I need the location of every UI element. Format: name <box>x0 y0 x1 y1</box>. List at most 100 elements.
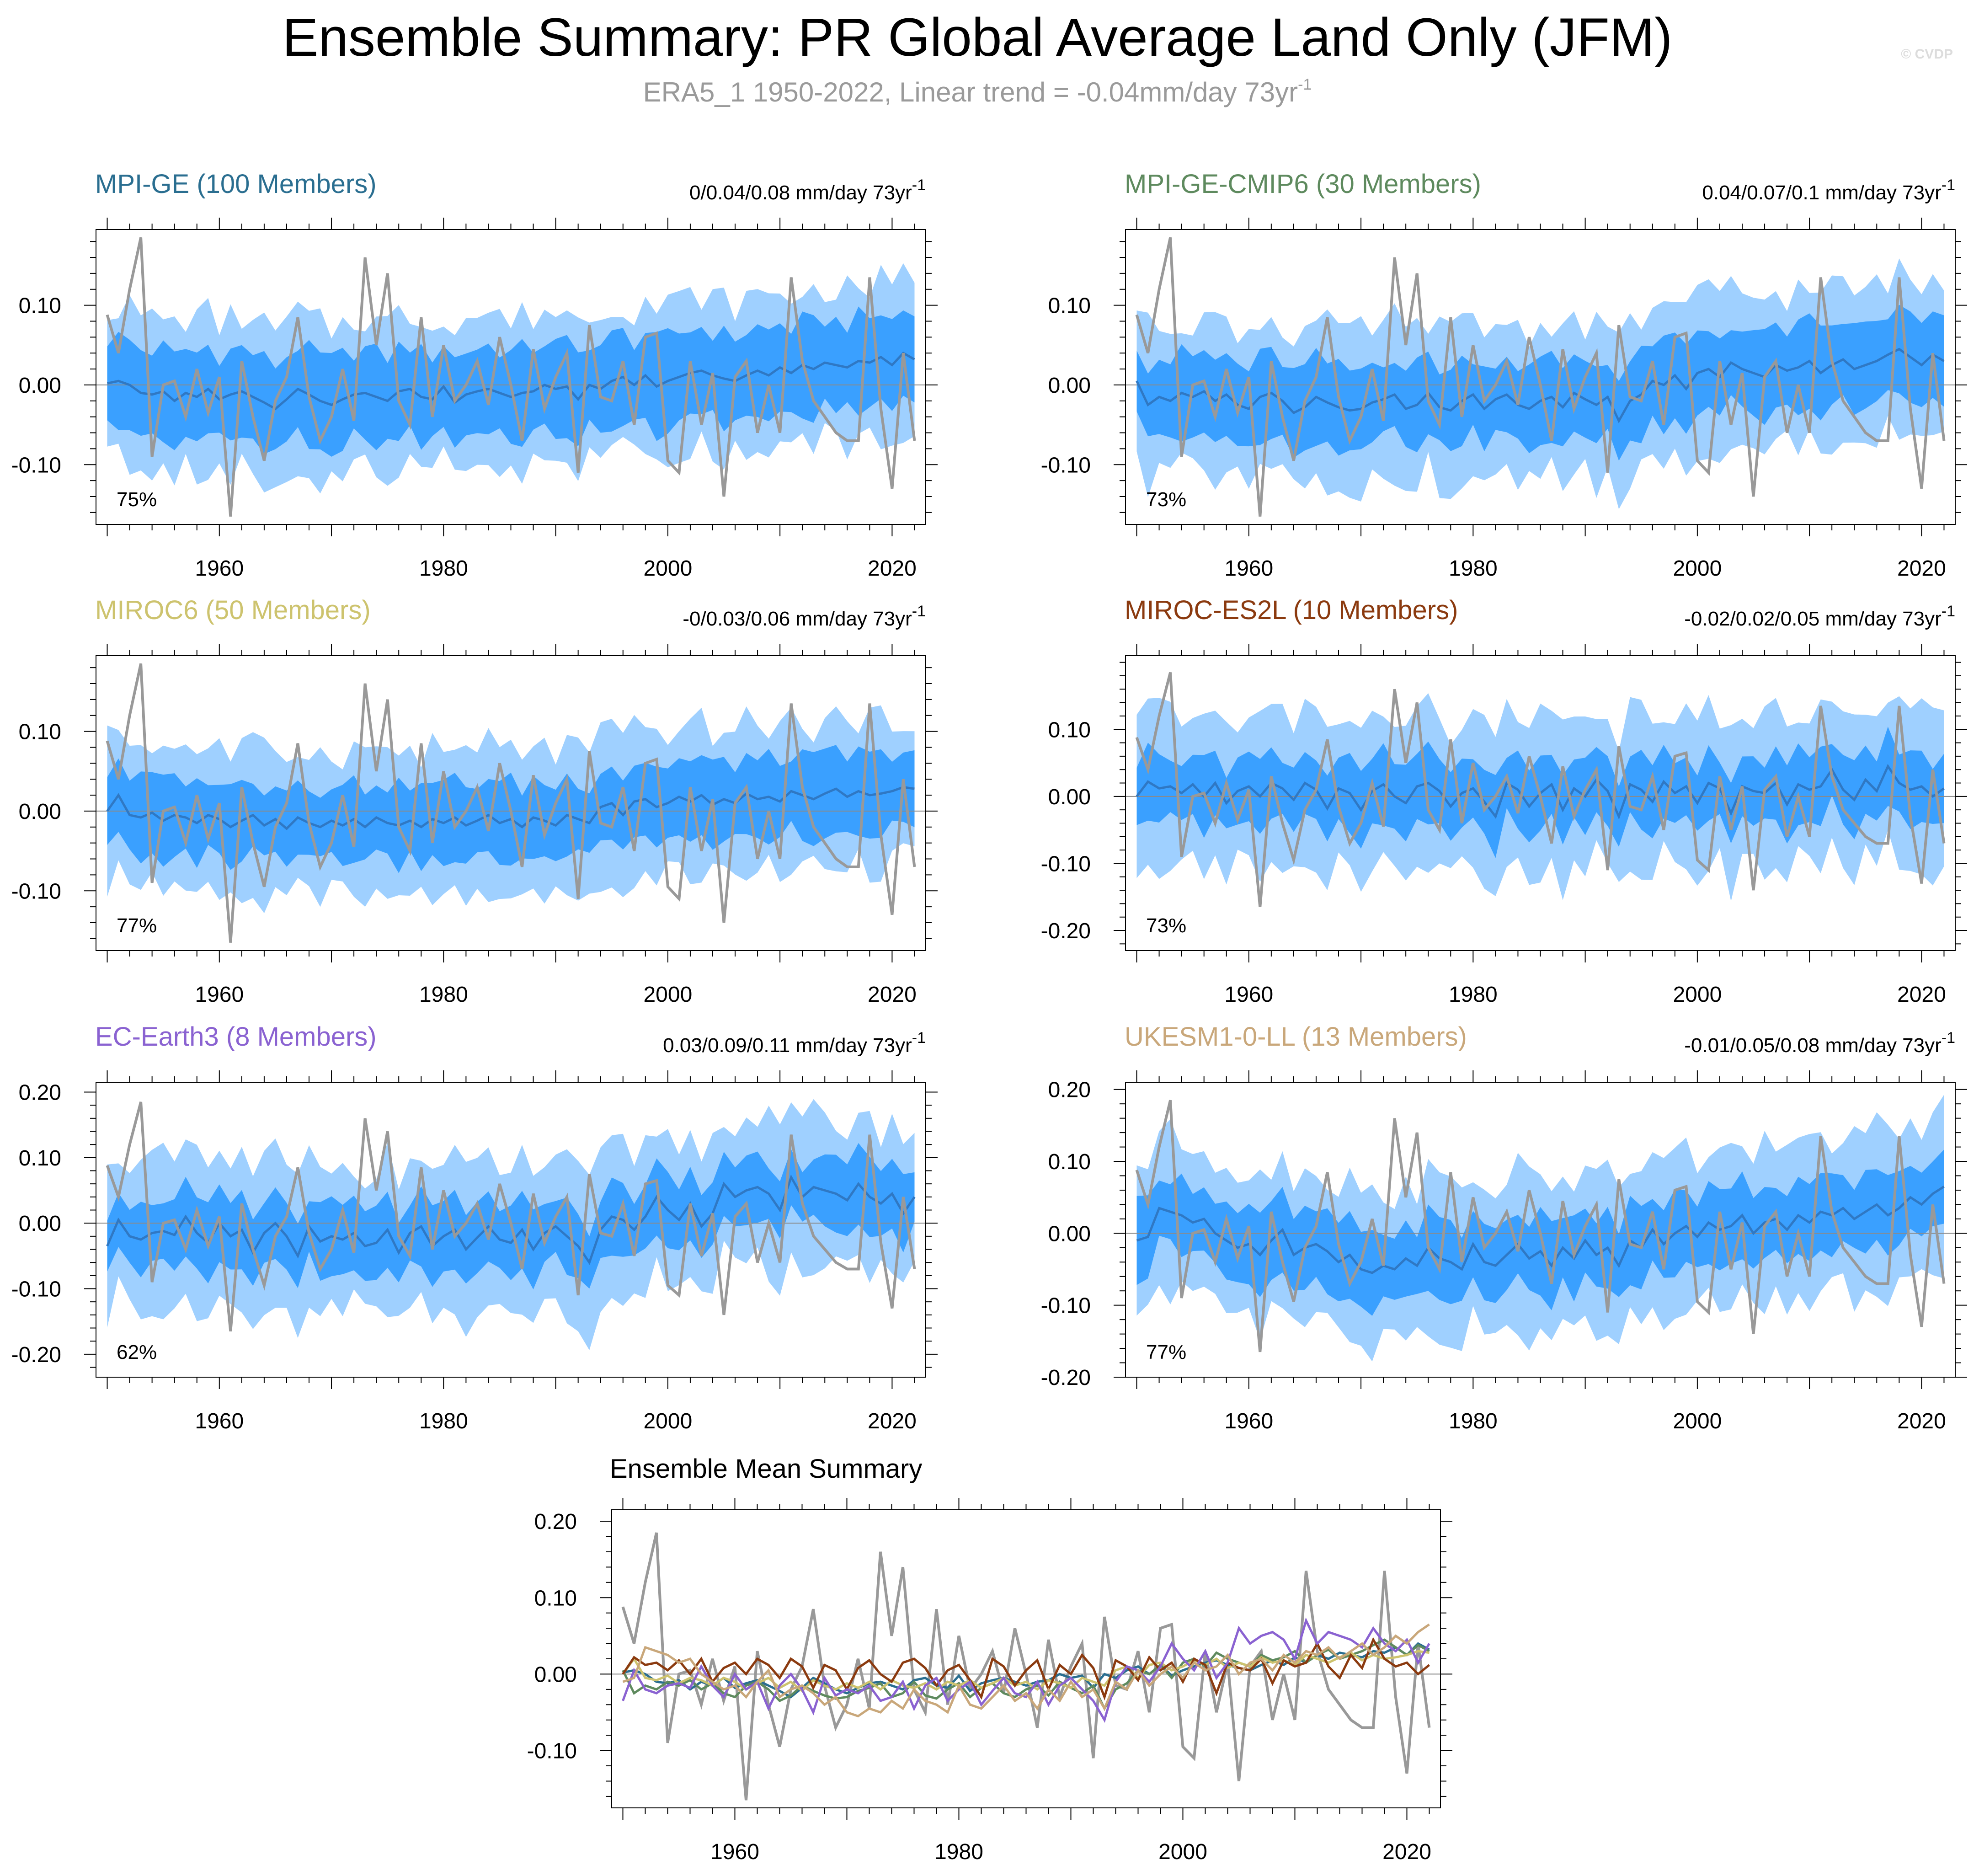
y-tick-label: 0.10 <box>19 720 61 744</box>
x-tick-label: 2000 <box>1673 556 1722 581</box>
percentile-annotation: 62% <box>117 1341 157 1363</box>
x-tick-label: 2000 <box>643 1409 692 1433</box>
chart-panel-4: MIROC-ES2L (10 Members) -0.02/0.02/0.05 m… <box>1041 595 1967 1007</box>
x-tick-label: 1960 <box>1224 1409 1273 1433</box>
trend-superscript: -1 <box>912 176 926 194</box>
y-tick-label: 0.20 <box>1048 1078 1091 1102</box>
x-tick-label: 2020 <box>868 1409 917 1433</box>
trend-superscript: -1 <box>1942 176 1955 194</box>
observations-line <box>106 237 916 517</box>
percentile-annotation: 75% <box>117 488 157 511</box>
x-tick-label: 2000 <box>643 556 692 581</box>
figure-subtitle: ERA5_1 1950-2022, Linear trend = -0.04mm… <box>643 76 1312 107</box>
x-tick-label: 2000 <box>643 983 692 1007</box>
observations-line <box>1135 672 1946 907</box>
x-tick-label: 1960 <box>1224 556 1273 581</box>
x-tick-label: 2020 <box>1897 556 1946 581</box>
panels-container: MPI-GE (100 Members) 0/0.04/0.08 mm/day 7… <box>11 169 1967 1864</box>
y-tick-label: -0.10 <box>527 1739 577 1764</box>
y-tick-label: 0.00 <box>19 800 61 824</box>
chart-panel-3: MIROC6 (50 Members) -0/0.03/0.06 mm/day 7… <box>11 595 938 1007</box>
plot-area <box>96 663 926 943</box>
y-tick-label: 0.00 <box>19 1212 61 1236</box>
ensemble-mean-line <box>106 786 915 830</box>
y-tick-label: 0.20 <box>19 1081 61 1105</box>
x-tick-label: 1980 <box>419 983 468 1007</box>
trend-value: -0/0.03/0.06 mm/day 73yr <box>683 608 912 630</box>
chart-panel-2: MPI-GE-CMIP6 (30 Members) 0.04/0.07/0.1 m… <box>1041 169 1967 581</box>
cvdp-watermark: © CVDP <box>1901 47 1953 62</box>
y-tick-label: 0.20 <box>534 1510 577 1534</box>
percentile-annotation: 77% <box>117 914 157 937</box>
y-tick-label: -0.10 <box>1041 1294 1091 1318</box>
x-tick-label: 2000 <box>1673 983 1722 1007</box>
x-tick-label: 1960 <box>195 983 244 1007</box>
percentile-annotation: 73% <box>1146 914 1186 937</box>
chart-panel-1: MPI-GE (100 Members) 0/0.04/0.08 mm/day 7… <box>11 169 938 581</box>
x-tick-label: 1960 <box>195 556 244 581</box>
x-tick-label: 1980 <box>934 1840 983 1864</box>
trend-label: 0/0.04/0.08 mm/day 73yr-1 <box>689 176 926 204</box>
trend-label: -0.02/0.02/0.05 mm/day 73yr-1 <box>1684 603 1955 630</box>
x-tick-label: 2020 <box>1897 1409 1946 1433</box>
panel-title: EC-Earth3 (8 Members) <box>95 1022 377 1052</box>
ensemble-mean-line <box>107 352 915 411</box>
y-tick-label: -0.20 <box>1041 919 1091 943</box>
x-tick-label: 1960 <box>710 1840 759 1864</box>
y-tick-label: 0.00 <box>1048 374 1091 398</box>
y-tick-label: 0.00 <box>1048 1222 1091 1246</box>
trend-label: -0/0.03/0.06 mm/day 73yr-1 <box>683 603 926 630</box>
plot-area <box>1126 237 1955 517</box>
x-tick-label: 2000 <box>1158 1840 1207 1864</box>
y-tick-label: -0.10 <box>11 879 61 903</box>
plot-area <box>96 237 926 517</box>
y-tick-label: 0.10 <box>534 1586 577 1610</box>
x-tick-label: 1980 <box>1449 556 1498 581</box>
y-tick-label: 0.10 <box>19 1146 61 1170</box>
y-tick-label: -0.10 <box>1041 852 1091 876</box>
observations-line <box>106 663 916 943</box>
observations-line <box>1135 1100 1946 1352</box>
inner-spread-band <box>107 1143 915 1290</box>
y-tick-label: -0.20 <box>11 1343 61 1367</box>
x-tick-label: 1980 <box>419 1409 468 1433</box>
chart-panel-6: UKESM1-0-LL (13 Members) -0.01/0.05/0.08 … <box>1041 1022 1967 1433</box>
trend-superscript: -1 <box>1942 603 1955 620</box>
trend-superscript: -1 <box>912 603 926 620</box>
subtitle-text: ERA5_1 1950-2022, Linear trend = -0.04mm… <box>643 77 1298 107</box>
x-tick-label: 2020 <box>868 556 917 581</box>
ensemble-mean-line <box>1136 347 1945 423</box>
y-tick-label: 0.10 <box>19 294 61 318</box>
trend-label: 0.04/0.07/0.1 mm/day 73yr-1 <box>1702 176 1955 204</box>
x-tick-label: 1960 <box>195 1409 244 1433</box>
ensemble-mean-line <box>1136 1185 1945 1274</box>
panel-title: MPI-GE-CMIP6 (30 Members) <box>1125 169 1481 199</box>
chart-panel-7: Ensemble Mean Summary 1960 1980 2000 2020 -0.… <box>527 1454 1452 1864</box>
x-tick-label: 2000 <box>1673 1409 1722 1433</box>
y-tick-label: -0.20 <box>1041 1366 1091 1390</box>
subtitle-superscript: -1 <box>1298 76 1312 93</box>
plot-area <box>96 1099 926 1350</box>
percentile-annotation: 77% <box>1146 1341 1186 1363</box>
y-tick-label: 0.10 <box>1048 718 1091 742</box>
model-mean-line-6 <box>622 1623 1430 1718</box>
observations-line <box>621 1532 1431 1801</box>
ensemble-mean-line <box>106 1174 916 1265</box>
percentile-annotation: 73% <box>1146 488 1186 511</box>
y-tick-label: 0.00 <box>19 374 61 398</box>
panel-title: UKESM1-0-LL (13 Members) <box>1125 1022 1467 1052</box>
panel-title: MPI-GE (100 Members) <box>95 169 377 199</box>
trend-label: -0.01/0.05/0.08 mm/day 73yr-1 <box>1684 1029 1955 1057</box>
panel-title: MIROC6 (50 Members) <box>95 595 371 625</box>
x-tick-label: 2020 <box>868 983 917 1007</box>
trend-value: -0.02/0.02/0.05 mm/day 73yr <box>1684 608 1942 630</box>
x-tick-label: 1960 <box>1224 983 1273 1007</box>
plot-area <box>1126 1095 1955 1362</box>
model-mean-line-4 <box>622 1637 1430 1701</box>
trend-superscript: -1 <box>1942 1029 1955 1047</box>
trend-label: 0.03/0.09/0.11 mm/day 73yr-1 <box>663 1029 926 1057</box>
trend-value: 0.03/0.09/0.11 mm/day 73yr <box>663 1034 912 1057</box>
panel-title: MIROC-ES2L (10 Members) <box>1125 595 1458 625</box>
figure-title: Ensemble Summary: PR Global Average Land… <box>283 7 1673 68</box>
